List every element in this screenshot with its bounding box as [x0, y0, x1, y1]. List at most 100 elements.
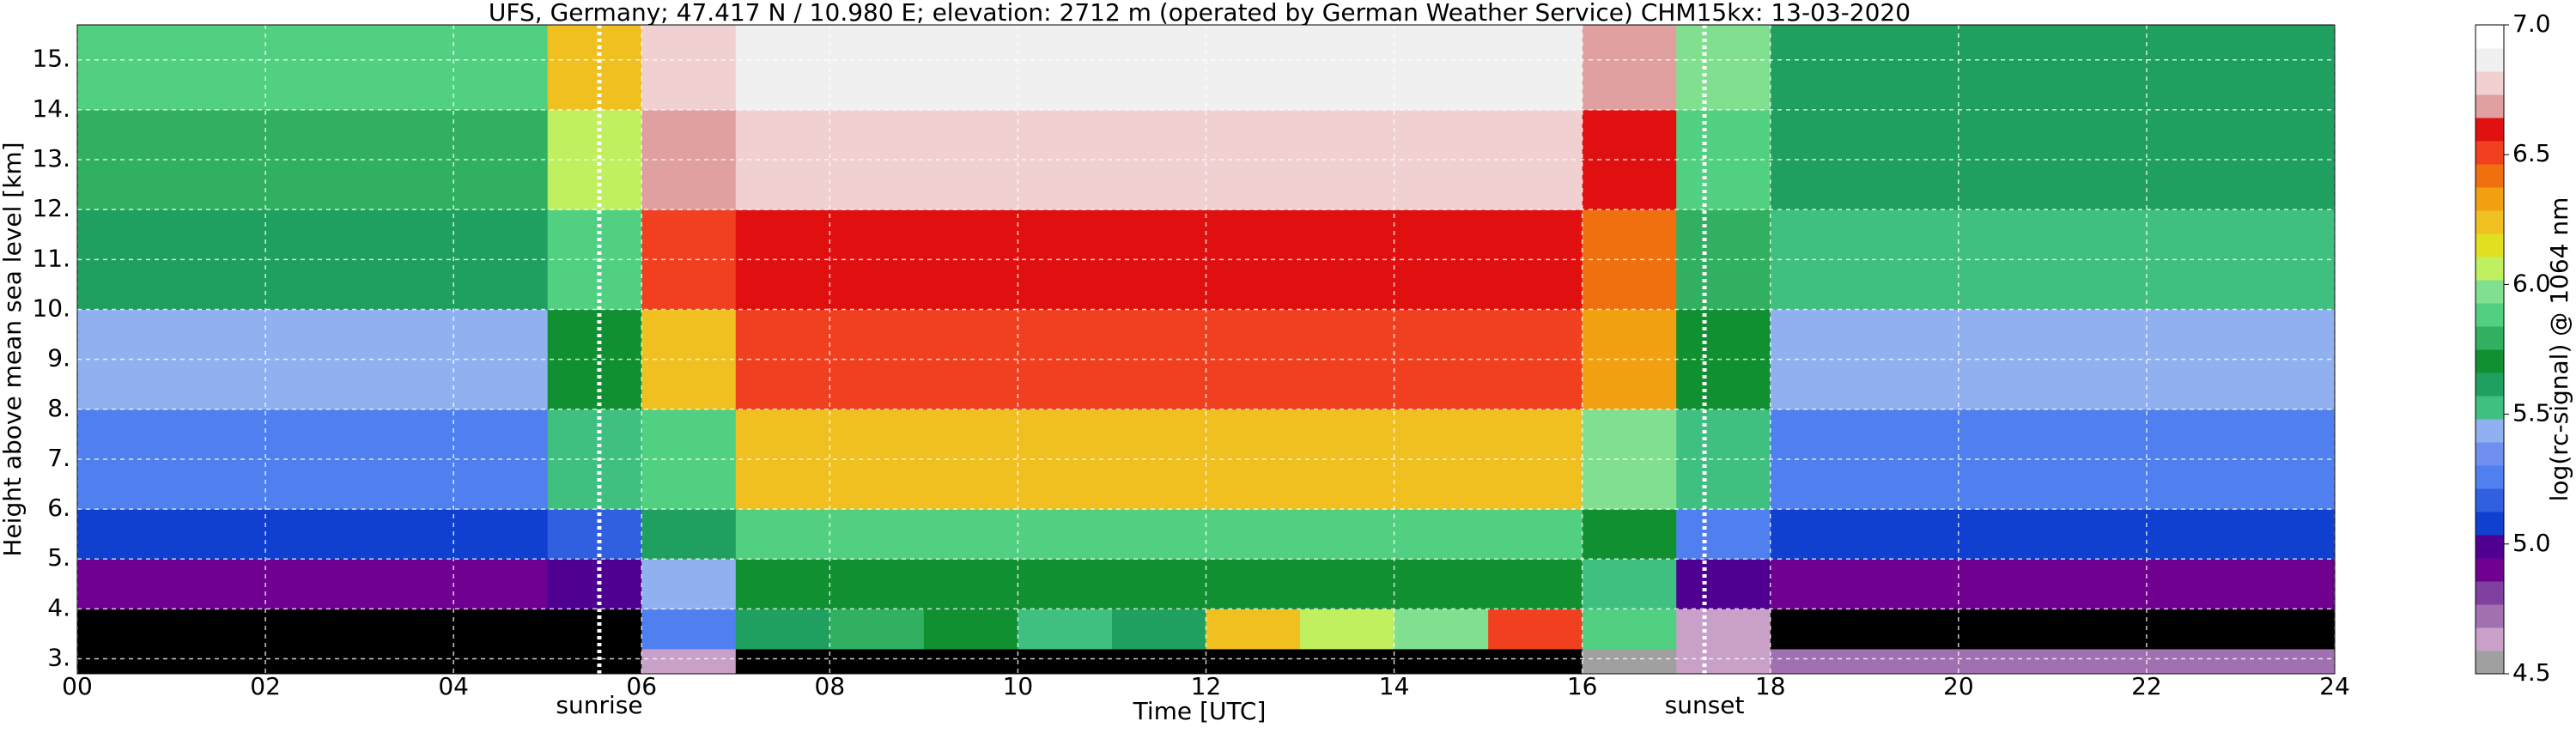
- heatmap-cell: [1018, 559, 1113, 609]
- heatmap-cell: [1770, 25, 1865, 111]
- heatmap-cell: [547, 509, 642, 560]
- chart-title: UFS, Germany; 47.417 N / 10.980 E; eleva…: [489, 0, 1911, 27]
- heatmap-cell: [1770, 109, 1865, 210]
- heatmap-cell: [171, 648, 266, 675]
- heatmap-cell: [453, 25, 549, 111]
- heatmap-cell: [547, 559, 642, 609]
- heatmap-cell: [2052, 509, 2148, 560]
- heatmap-cell: [1864, 559, 1959, 609]
- colorbar-band: [2476, 465, 2504, 489]
- x-tick-label: 24: [2319, 672, 2350, 700]
- heatmap-cell: [1488, 559, 1583, 609]
- heatmap-cell: [1488, 25, 1583, 111]
- heatmap-cell: [735, 609, 830, 650]
- heatmap-cell: [2240, 559, 2336, 609]
- heatmap-cell: [2146, 509, 2241, 560]
- x-tick-label: 18: [1755, 672, 1786, 700]
- heatmap-cell: [1394, 509, 1489, 560]
- x-tick-label: 12: [1191, 672, 1222, 700]
- y-tick-label: 5.: [47, 543, 70, 572]
- heatmap-cell: [1676, 509, 1771, 560]
- plot-frame: [76, 24, 2336, 675]
- heatmap-cell: [1206, 648, 1301, 675]
- heatmap-cell: [265, 648, 361, 675]
- heatmap-cell: [77, 25, 173, 111]
- colorbar-band: [2476, 48, 2504, 72]
- y-axis-label: Height above mean sea level [km]: [0, 142, 27, 556]
- heatmap-cell: [1676, 559, 1771, 609]
- y-tick-label: 7.: [47, 444, 70, 472]
- heatmap-cell: [547, 648, 642, 675]
- heatmap-cell: [1958, 648, 2053, 675]
- heatmap-cell: [1018, 609, 1113, 650]
- heatmap-cell: [1394, 648, 1489, 675]
- colorbar-tick-label: 5.5: [2512, 399, 2551, 427]
- heatmap-cell: [2240, 509, 2336, 560]
- heatmap-cell: [1958, 25, 2053, 111]
- heatmap-cell: [2146, 559, 2241, 609]
- heatmap-cell: [829, 25, 925, 111]
- heatmap-cell: [641, 25, 737, 111]
- heatmap-cell: [1676, 25, 1771, 111]
- colorbar-band: [2476, 280, 2504, 304]
- y-tick-label: 8.: [47, 394, 70, 422]
- colorbar-band: [2476, 488, 2504, 512]
- heatmap-cell: [171, 559, 266, 609]
- heatmap-cell: [1582, 25, 1677, 111]
- heatmap-cell: [359, 509, 454, 560]
- heatmap-cell: [1770, 559, 1865, 609]
- heatmap-cell: [829, 559, 925, 609]
- y-tick-label: 15.: [32, 45, 70, 73]
- heatmap-cell: [1864, 25, 1959, 111]
- colorbar-band: [2476, 164, 2504, 188]
- colorbar-band: [2476, 187, 2504, 211]
- heatmap-cell: [1770, 648, 1865, 675]
- heatmap-cell: [641, 609, 737, 650]
- colorbar-band: [2476, 303, 2504, 327]
- heatmap-cell: [453, 609, 549, 650]
- heatmap-cell: [2240, 25, 2336, 111]
- y-tick-label: 14.: [32, 94, 70, 123]
- heatmap-cell: [359, 559, 454, 609]
- heatmap-cell: [829, 509, 925, 560]
- heatmap-cell: [1300, 609, 1395, 650]
- heatmap-cell: [77, 509, 173, 560]
- heatmap-cell: [923, 559, 1018, 609]
- heatmap-cell: [641, 509, 737, 560]
- colorbar-band: [2476, 210, 2504, 234]
- heatmap-cell: [1770, 209, 1865, 310]
- annotation-label: sunset: [1665, 691, 1745, 719]
- heatmap-cell: [1206, 559, 1301, 609]
- heatmap-cell: [1018, 648, 1113, 675]
- colorbar-band: [2476, 349, 2504, 373]
- heatmap-cell: [359, 25, 454, 111]
- heatmap-cell: [1394, 609, 1489, 650]
- colorbar-tick-label: 7.0: [2512, 9, 2551, 38]
- x-tick-label: 00: [62, 672, 93, 700]
- heatmap-cell: [77, 609, 173, 650]
- heatmap-cell: [1111, 509, 1206, 560]
- colorbar-tick-label: 4.5: [2512, 658, 2551, 687]
- heatmap-cell: [1582, 309, 1677, 410]
- heatmap-cell: [1582, 409, 1677, 510]
- heatmap-cell: [923, 648, 1018, 675]
- heatmap-cell: [265, 25, 361, 111]
- heatmap-cell: [1394, 559, 1489, 609]
- heatmap-cell: [547, 609, 642, 650]
- heatmap-cell: [1676, 409, 1771, 510]
- colorbar-band: [2476, 94, 2504, 118]
- x-tick-label: 20: [1943, 672, 1974, 700]
- heatmap-cell: [2052, 609, 2148, 650]
- heatmap-cell: [1488, 509, 1583, 560]
- x-tick-label: 10: [1003, 672, 1034, 700]
- heatmap-cell: [77, 648, 173, 675]
- colorbar-band: [2476, 233, 2504, 257]
- x-tick-label: 04: [438, 672, 469, 700]
- colorbar-band: [2476, 373, 2504, 397]
- heatmap-cell: [923, 509, 1018, 560]
- colorbar-band: [2476, 604, 2504, 628]
- colorbar-band: [2476, 141, 2504, 165]
- heatmap-cell: [1770, 609, 1865, 650]
- heatmap-cell: [735, 509, 830, 560]
- heatmap-cell: [1111, 25, 1206, 111]
